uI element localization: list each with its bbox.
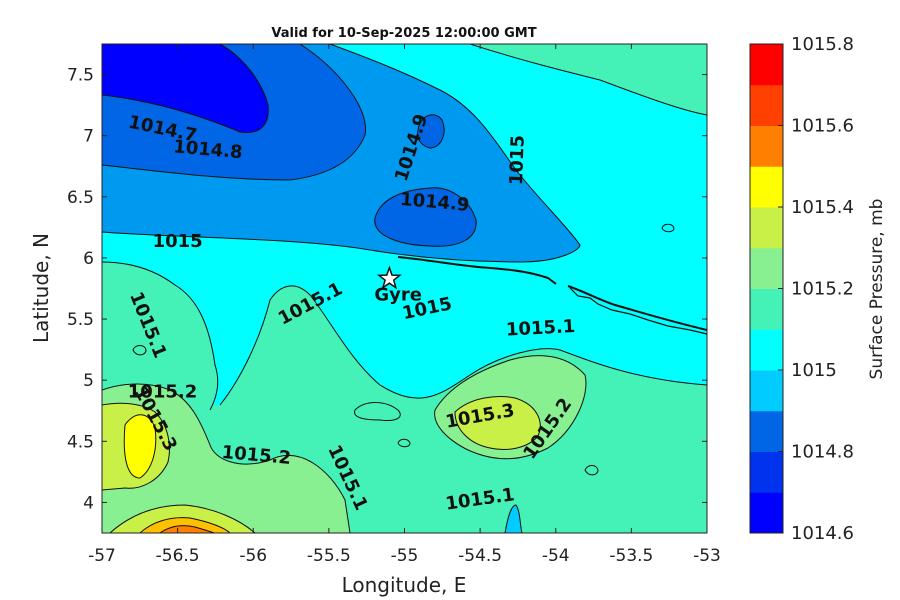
contour-line (354, 402, 401, 421)
contour-line (102, 261, 219, 411)
marker-label: Gyre (374, 285, 422, 306)
region-1015-05-lower-right (505, 505, 522, 533)
coastline (569, 287, 707, 335)
colorbar-swatch (750, 166, 783, 208)
contour-line (397, 438, 411, 448)
marker-layer: Gyre (374, 265, 422, 306)
region-1015-25 (102, 355, 586, 533)
contour-line (219, 285, 707, 406)
y-tick-label: 4 (83, 493, 94, 513)
colorbar-swatch (750, 492, 783, 534)
colorbar-swatch (750, 207, 783, 249)
contour-line (417, 114, 445, 149)
contour-line (102, 44, 367, 181)
colorbar-swatch (750, 370, 783, 412)
contour-label: 1015 (153, 231, 203, 252)
colorbar-tick-label: 1014.6 (791, 523, 854, 544)
colorbar-swatch (750, 329, 783, 371)
region-1014-75 (102, 44, 269, 133)
star-icon (376, 265, 402, 290)
colorbar-swatch (750, 410, 783, 452)
contour-line (504, 504, 523, 533)
colorbar-tick-label: 1014.8 (791, 442, 854, 463)
contour-label: 1015.1 (505, 316, 575, 341)
contour-line (132, 345, 147, 356)
contour-line (102, 44, 269, 134)
colorbar-label: Surface Pressure, mb (867, 199, 887, 380)
y-axis-label: Latitude, N (29, 233, 53, 343)
contour-label: 1015 (506, 135, 529, 186)
x-axis-label: Longitude, E (342, 573, 467, 597)
plot-area (102, 44, 707, 533)
colorbar-swatch (750, 84, 783, 126)
region-1014-85-small (417, 114, 445, 148)
y-tick-label: 6 (83, 249, 94, 269)
contour-line (454, 396, 541, 450)
region-1015-35 (102, 396, 541, 490)
colorbar: 1014.6 1014.8 1015 1015.2 1015.4 1015.6 1015.8 (749, 34, 854, 544)
x-tick-label: -56.5 (156, 546, 200, 566)
contour-line (584, 465, 599, 476)
contour-line (109, 504, 256, 533)
y-tick-label: 7.5 (67, 66, 94, 86)
contour-line (159, 525, 215, 533)
colorbar-tick-label: 1015.4 (791, 197, 854, 218)
contour-line (102, 402, 170, 491)
x-tick-label: -55 (391, 546, 419, 566)
region-1014-85-mid (374, 187, 477, 247)
colorbar-swatch (750, 451, 783, 493)
x-tick-label: -53.5 (609, 546, 653, 566)
x-tick-label: -55.5 (307, 546, 351, 566)
y-tick-label: 5.5 (67, 310, 94, 330)
y-tick-label: 4.5 (67, 432, 94, 452)
contour-line (434, 355, 587, 460)
colorbar-swatch (750, 288, 783, 330)
y-axis: 4 4.5 5 5.5 6 6.5 7 7.5 (67, 66, 707, 513)
region-1015-45 (124, 414, 156, 478)
contour-line (139, 517, 231, 533)
region-1015-55-south (160, 525, 214, 533)
contour-line (374, 187, 477, 247)
x-tick-label: -53 (693, 546, 721, 566)
colorbar-tick-label: 1015.8 (791, 34, 854, 55)
x-tick-label: -56 (239, 546, 267, 566)
colorbar-swatch (750, 125, 783, 167)
x-tick-label: -54 (542, 546, 570, 566)
x-axis: -57 -56.5 -56 -55.5 -55 -54.5 -54 -53.5 -53 (88, 44, 721, 566)
y-tick-label: 7 (83, 127, 94, 147)
contour-line (469, 44, 707, 116)
coastline (397, 256, 707, 331)
chart-title: Valid for 10-Sep-2025 12:00:00 GMT (271, 26, 536, 41)
x-tick-label: -57 (88, 546, 116, 566)
colorbar-tick-label: 1015.6 (791, 116, 854, 137)
x-tick-label: -54.5 (458, 546, 502, 566)
colorbar-swatch (750, 44, 783, 86)
contour-line (102, 383, 351, 533)
colorbar-swatch (750, 247, 783, 289)
colorbar-tick-label: 1015.2 (791, 279, 854, 300)
contour-line (661, 223, 675, 233)
contour-line (102, 44, 581, 263)
y-tick-label: 5 (83, 371, 94, 391)
colorbar-tick-label: 1015 (791, 360, 837, 381)
contour-line (123, 414, 157, 479)
contour-label: 1015.2 (128, 381, 197, 402)
y-tick-label: 6.5 (67, 188, 94, 208)
